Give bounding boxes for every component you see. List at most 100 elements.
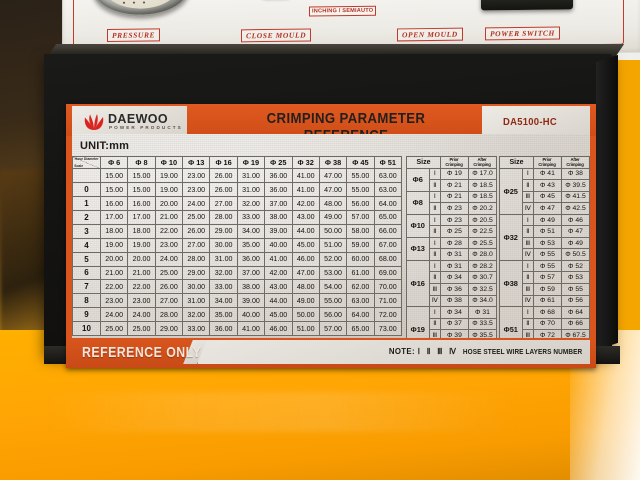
value-cell: 43.00: [291, 210, 320, 225]
power-switch-assembly[interactable]: [481, 0, 573, 11]
prior-crimping-cell: Φ 53: [532, 236, 562, 250]
after-crimping-cell: Φ 55: [560, 283, 591, 296]
scale-cell: 5: [72, 251, 101, 267]
value-cell: 15.00: [127, 182, 156, 198]
value-cell: 36.00: [209, 321, 238, 336]
value-cell: 59.00: [346, 237, 375, 253]
scale-cell: 9: [72, 307, 101, 323]
table-row: 7 22.00 22.00 26.00 30.00 33.00 38.00 43.00 48.0…: [72, 279, 403, 295]
value-cell: 52.00: [318, 251, 348, 267]
value-cell: 48.00: [291, 279, 320, 295]
layer-numeral-cell: Ⅰ: [428, 190, 441, 204]
value-cell: 36.00: [264, 182, 293, 198]
layer-numeral-cell: Ⅲ: [521, 236, 534, 250]
after-crimping-cell: Φ 28.2: [467, 259, 498, 273]
after-crimping-cell: Φ 53: [560, 271, 591, 284]
sub-col-header: Prior Crimping: [440, 156, 469, 169]
layer-numeral-cell: Ⅱ: [428, 202, 441, 215]
value-cell: 47.00: [318, 168, 348, 184]
value-cell: 48.00: [318, 196, 348, 212]
table-row: 0 15.00 15.00 19.00 23.00 26.00 31.00 36.00 41.0…: [72, 182, 403, 198]
after-crimping-cell: Φ 31: [467, 306, 498, 319]
layer-numeral-cell: Ⅰ: [428, 167, 441, 181]
value-cell: 34.00: [236, 223, 266, 239]
scale-diameter-table: Hose Diameter Scale Φ 6 Φ 8 Φ 10 Φ 13 Φ …: [72, 155, 403, 336]
size-cell: Φ38: [499, 259, 523, 308]
value-cell: 33.00: [182, 321, 211, 336]
value-cell: 30.00: [182, 279, 211, 295]
crimping-size-table: Size Prior Crimping After Crimping Φ6 Ⅰ Φ 19 Φ…: [406, 156, 498, 354]
value-cell: 39.00: [236, 293, 266, 309]
brand-name: DAEWOO: [108, 112, 169, 126]
machine-right-face: [596, 54, 618, 350]
table-row: 10 25.00 25.00 29.00 33.00 36.00 41.00 46.00 51.…: [72, 321, 403, 336]
model-number: DA5100-HC: [503, 116, 557, 128]
value-cell: 55.00: [318, 293, 348, 309]
value-cell: 67.00: [373, 237, 403, 253]
value-cell: 24.00: [127, 307, 156, 323]
value-cell: 64.00: [373, 196, 403, 212]
table-row: Φ16 Ⅰ Φ 31 Φ 28.2: [406, 259, 498, 308]
col-header: Φ 38: [318, 155, 348, 170]
layer-numeral-cell: Ⅱ: [428, 317, 441, 331]
after-crimping-cell: Φ 66: [560, 317, 591, 331]
value-cell: 38.00: [236, 279, 266, 295]
value-cell: 26.00: [209, 182, 238, 198]
prior-crimping-cell: Φ 23: [439, 202, 469, 215]
value-cell: 56.00: [346, 196, 375, 212]
value-cell: 50.00: [291, 307, 320, 323]
value-cell: 43.00: [264, 279, 293, 295]
value-cell: 21.00: [99, 265, 129, 281]
value-cell: 26.00: [182, 223, 211, 239]
prior-crimping-cell: Φ 23: [439, 213, 469, 227]
value-cell: 25.00: [127, 321, 156, 336]
size-cell: Φ32: [499, 213, 523, 261]
value-cell: 45.00: [264, 307, 293, 323]
value-cell: 15.00: [127, 168, 156, 184]
value-cell: 62.00: [346, 279, 375, 295]
after-crimping-cell: Φ 17.0: [467, 167, 498, 181]
corner-label-scale: Scale: [74, 164, 84, 169]
value-cell: 21.00: [154, 210, 184, 225]
value-cell: 69.00: [373, 265, 403, 281]
sticker-footer-band: REFERENCE ONLY NOTE: Ⅰ Ⅱ Ⅲ Ⅳ HOSE STEEL WI…: [66, 338, 596, 368]
prior-crimping-cell: Φ 25: [439, 225, 469, 238]
value-cell: 51.00: [318, 237, 348, 253]
value-cell: 22.00: [99, 279, 129, 295]
scale-cell: 6: [72, 265, 101, 281]
after-crimping-cell: Φ 32.5: [467, 283, 498, 296]
value-cell: 63.00: [373, 182, 403, 198]
value-cell: 47.00: [318, 182, 348, 198]
value-cell: 23.00: [182, 168, 211, 184]
after-crimping-cell: Φ 47: [560, 225, 591, 238]
scale-table-body: 15.00 15.00 19.00 23.00 26.00 31.00 36.00 41.00…: [72, 168, 403, 336]
value-cell: 17.00: [127, 210, 156, 225]
value-cell: 19.00: [99, 237, 129, 253]
layer-numeral-cell: Ⅳ: [521, 294, 534, 308]
table-header-row: Size Prior Crimping After Crimping: [499, 156, 590, 169]
footer-note: NOTE: Ⅰ Ⅱ Ⅲ Ⅳ HOSE STEEL WIRE LAYERS NUMBE…: [389, 346, 582, 356]
value-cell: 49.00: [318, 210, 348, 225]
size-cell: Φ8: [406, 190, 430, 215]
value-cell: 70.00: [373, 279, 403, 295]
value-cell: 58.00: [346, 223, 375, 239]
value-cell: 73.00: [373, 321, 403, 336]
col-header: Φ 51: [373, 155, 403, 170]
prior-crimping-cell: Φ 68: [532, 306, 562, 319]
brand-tagline: POWER PRODUCTS: [109, 125, 183, 130]
scale-cell: 8: [72, 293, 101, 309]
layer-numeral-cell: Ⅱ: [428, 225, 441, 238]
value-cell: 19.00: [154, 168, 184, 184]
value-cell: 63.00: [373, 168, 403, 184]
value-cell: 22.00: [127, 279, 156, 295]
value-cell: 32.00: [182, 307, 211, 323]
